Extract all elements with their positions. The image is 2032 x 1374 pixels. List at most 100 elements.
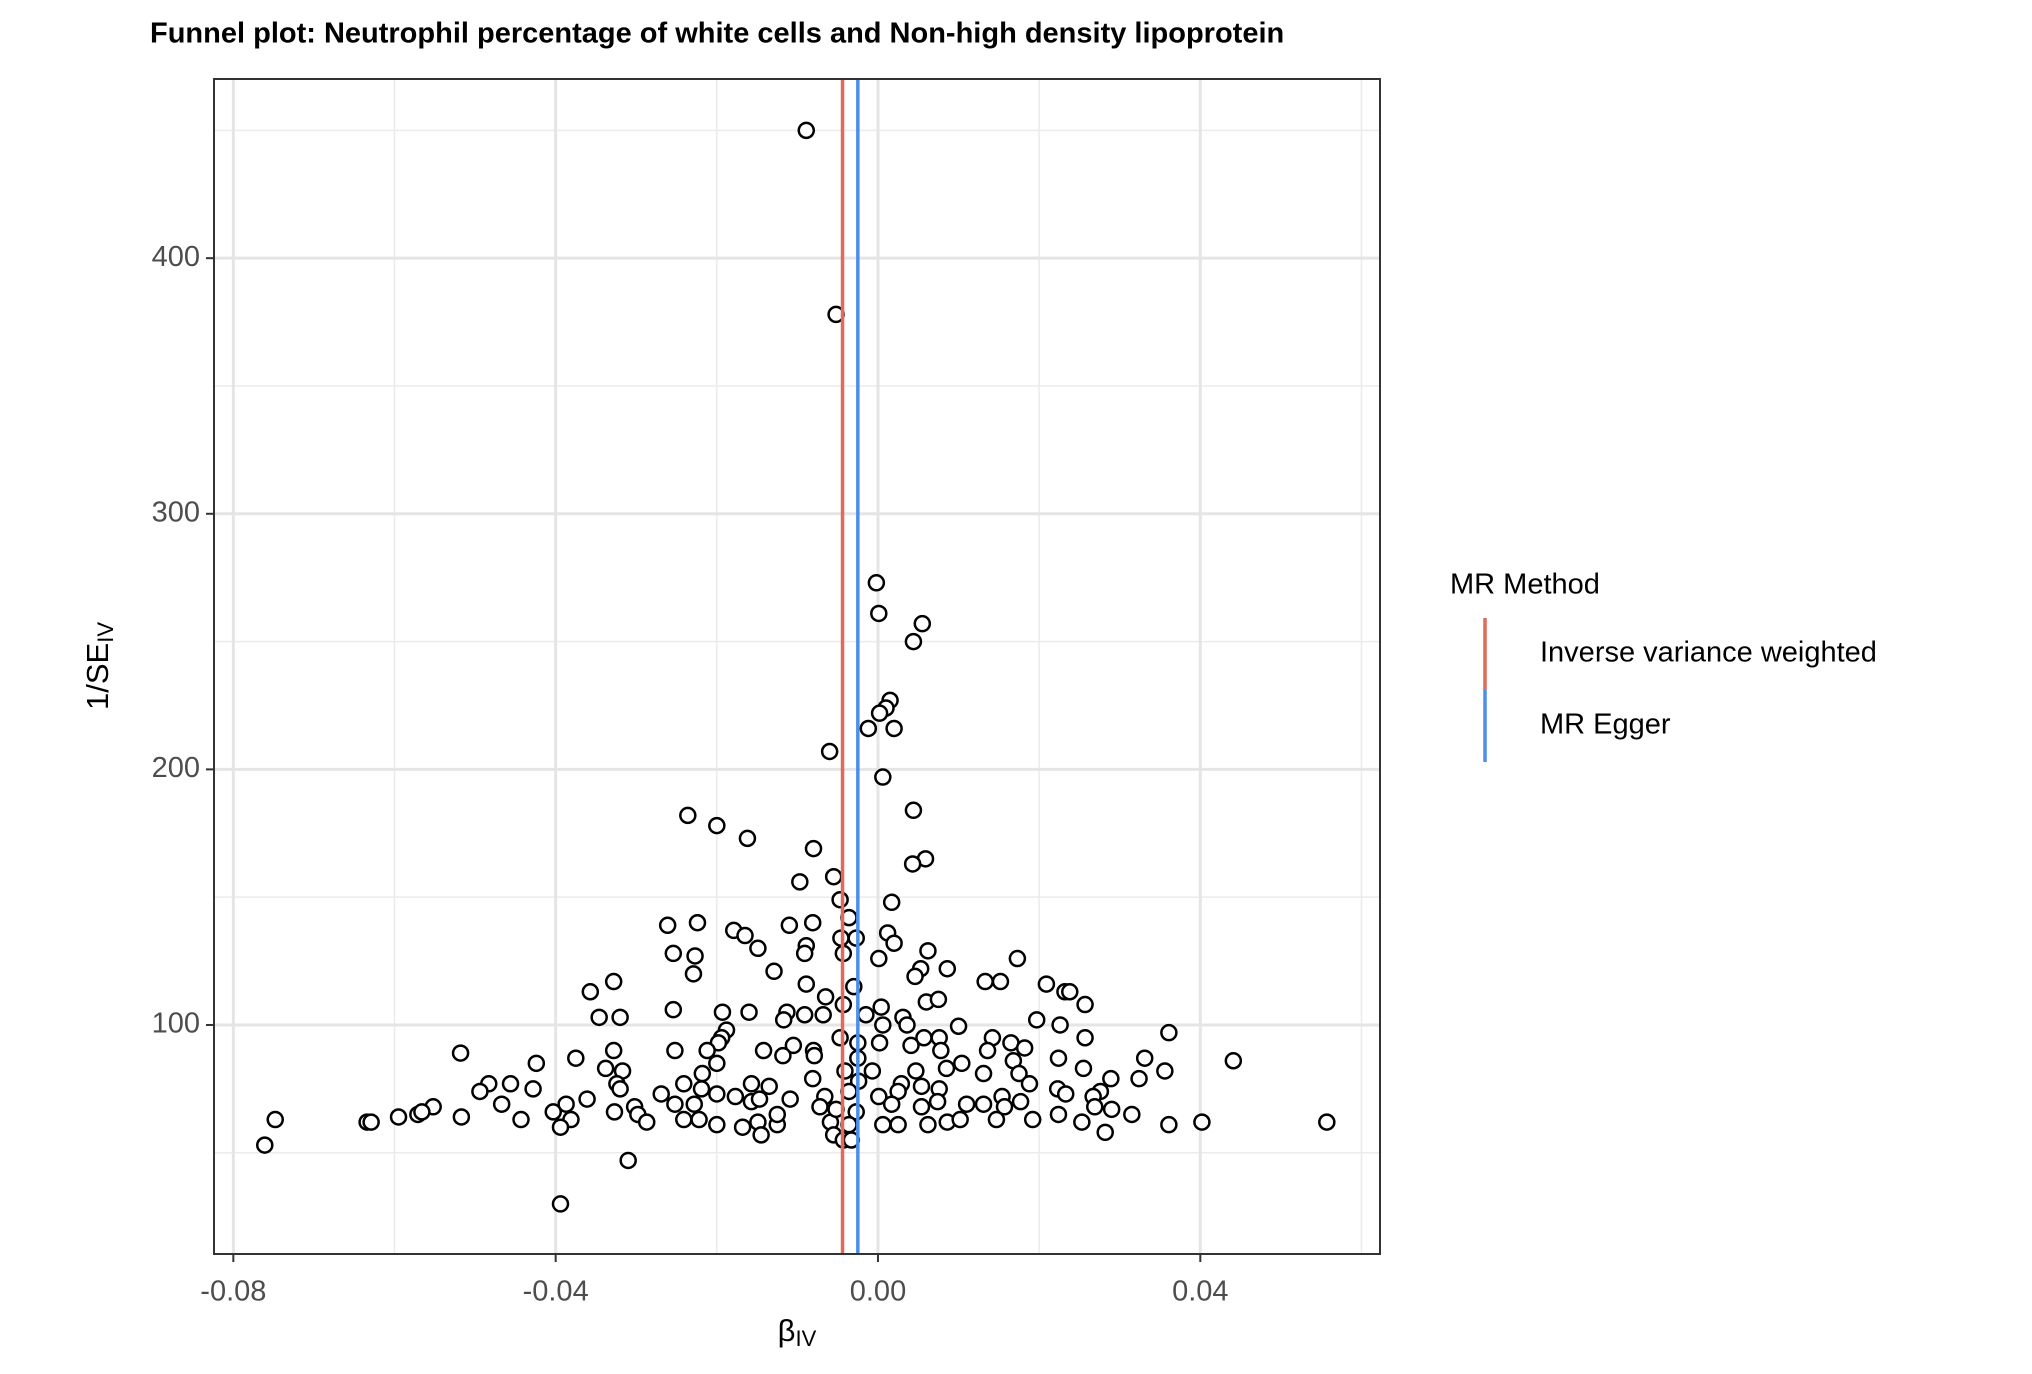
point	[859, 719, 878, 738]
point	[693, 1064, 712, 1083]
point	[885, 934, 903, 952]
legend-label: Inverse variance weighted	[1540, 637, 1877, 669]
point	[605, 1103, 624, 1121]
panel-border	[213, 78, 1381, 1255]
point	[889, 1115, 907, 1134]
x-axis-title-sub: IV	[796, 1326, 817, 1351]
point	[1027, 1011, 1046, 1029]
point	[870, 604, 888, 623]
point	[1015, 1039, 1034, 1057]
point	[471, 1082, 489, 1101]
point	[690, 1110, 708, 1129]
point	[1224, 1052, 1243, 1070]
y-axis-title-main: 1/SE	[80, 643, 115, 710]
point	[795, 1006, 814, 1024]
point	[1076, 995, 1094, 1014]
point	[1023, 1110, 1042, 1129]
point	[266, 1110, 284, 1129]
point	[736, 926, 754, 945]
point	[978, 1041, 997, 1060]
point	[567, 1049, 585, 1067]
point	[919, 1115, 937, 1134]
point	[733, 1118, 752, 1136]
point	[932, 1041, 950, 1060]
point	[581, 983, 600, 1001]
point	[452, 1108, 471, 1126]
x-axis-title: βIV	[778, 1313, 817, 1351]
point	[904, 632, 923, 651]
point	[611, 1008, 629, 1027]
point	[791, 873, 809, 891]
point	[816, 988, 835, 1006]
point	[913, 614, 932, 633]
point	[750, 1090, 769, 1108]
point	[885, 719, 903, 738]
point	[590, 1008, 608, 1027]
point	[637, 1113, 656, 1131]
point	[874, 1115, 892, 1134]
point	[765, 962, 783, 981]
point	[1051, 1016, 1069, 1034]
point	[512, 1110, 530, 1129]
point	[907, 1062, 925, 1080]
point	[389, 1108, 408, 1126]
point	[912, 1077, 931, 1096]
point	[524, 1080, 542, 1098]
point	[698, 1041, 716, 1060]
point	[760, 1077, 778, 1096]
x-axis-title-main: β	[778, 1313, 796, 1348]
point	[836, 1062, 854, 1080]
point	[675, 1075, 693, 1093]
point	[780, 916, 799, 935]
point	[898, 1016, 916, 1034]
y-tick-label: 100	[152, 1008, 200, 1040]
point	[976, 972, 994, 991]
point	[1160, 1023, 1178, 1042]
point	[578, 1090, 596, 1108]
y-axis-title: 1/SEIV	[80, 622, 118, 710]
point	[527, 1054, 546, 1073]
point	[664, 1000, 683, 1019]
y-tick-label: 200	[152, 752, 200, 784]
point	[492, 1095, 511, 1113]
point	[544, 1103, 562, 1121]
point	[726, 1087, 745, 1106]
point	[919, 942, 937, 960]
point	[949, 1017, 968, 1036]
point	[1010, 1064, 1028, 1083]
point	[708, 816, 726, 835]
point	[774, 1011, 793, 1029]
point	[1073, 1113, 1091, 1131]
point	[596, 1059, 615, 1078]
point	[797, 975, 816, 993]
y-tick-label: 300	[152, 496, 200, 528]
point	[740, 1003, 758, 1021]
point	[797, 121, 816, 140]
point	[1318, 1113, 1336, 1131]
point	[953, 1054, 971, 1073]
point	[1130, 1069, 1148, 1088]
point	[1160, 1115, 1178, 1134]
x-tick-label: -0.04	[523, 1276, 589, 1308]
point	[1049, 1105, 1068, 1124]
point	[501, 1075, 520, 1093]
point	[551, 1118, 570, 1136]
point	[906, 967, 924, 986]
point	[951, 1110, 969, 1129]
chart-title: Funnel plot: Neutrophil percentage of wh…	[150, 18, 1284, 50]
point	[1037, 975, 1056, 993]
point	[870, 1034, 889, 1052]
point	[820, 742, 839, 761]
point	[664, 944, 683, 963]
legend-label: MR Egger	[1540, 709, 1671, 741]
point	[928, 1092, 947, 1111]
point	[804, 839, 823, 858]
point	[666, 1095, 684, 1113]
point	[857, 1006, 875, 1024]
point	[872, 998, 890, 1016]
point	[1076, 1029, 1094, 1047]
point	[1085, 1098, 1104, 1116]
point	[803, 1069, 822, 1088]
